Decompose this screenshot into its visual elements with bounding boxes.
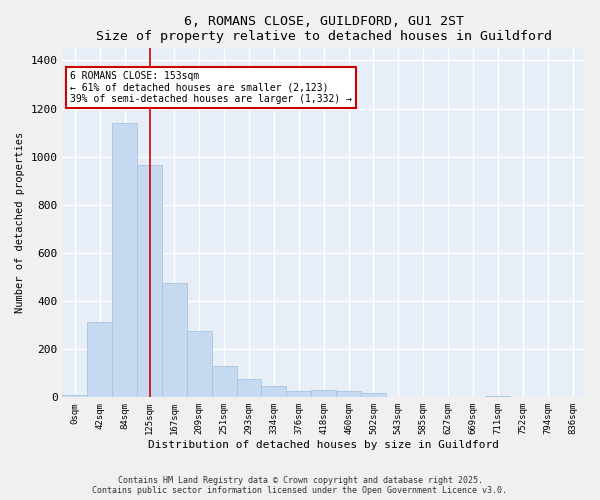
Bar <box>187 331 212 398</box>
Bar <box>262 386 286 398</box>
Bar <box>236 380 262 398</box>
Bar <box>336 391 361 398</box>
Title: 6, ROMANS CLOSE, GUILDFORD, GU1 2ST
Size of property relative to detached houses: 6, ROMANS CLOSE, GUILDFORD, GU1 2ST Size… <box>96 15 552 43</box>
Bar <box>361 392 386 398</box>
Bar <box>311 390 336 398</box>
Bar <box>62 396 88 398</box>
Bar <box>88 322 112 398</box>
Bar <box>112 123 137 398</box>
Bar <box>286 392 311 398</box>
Bar <box>485 396 511 398</box>
Bar <box>212 366 236 398</box>
Text: 6 ROMANS CLOSE: 153sqm
← 61% of detached houses are smaller (2,123)
39% of semi-: 6 ROMANS CLOSE: 153sqm ← 61% of detached… <box>70 71 352 104</box>
X-axis label: Distribution of detached houses by size in Guildford: Distribution of detached houses by size … <box>148 440 499 450</box>
Y-axis label: Number of detached properties: Number of detached properties <box>15 132 25 314</box>
Bar <box>162 283 187 398</box>
Bar <box>137 165 162 398</box>
Text: Contains HM Land Registry data © Crown copyright and database right 2025.
Contai: Contains HM Land Registry data © Crown c… <box>92 476 508 495</box>
